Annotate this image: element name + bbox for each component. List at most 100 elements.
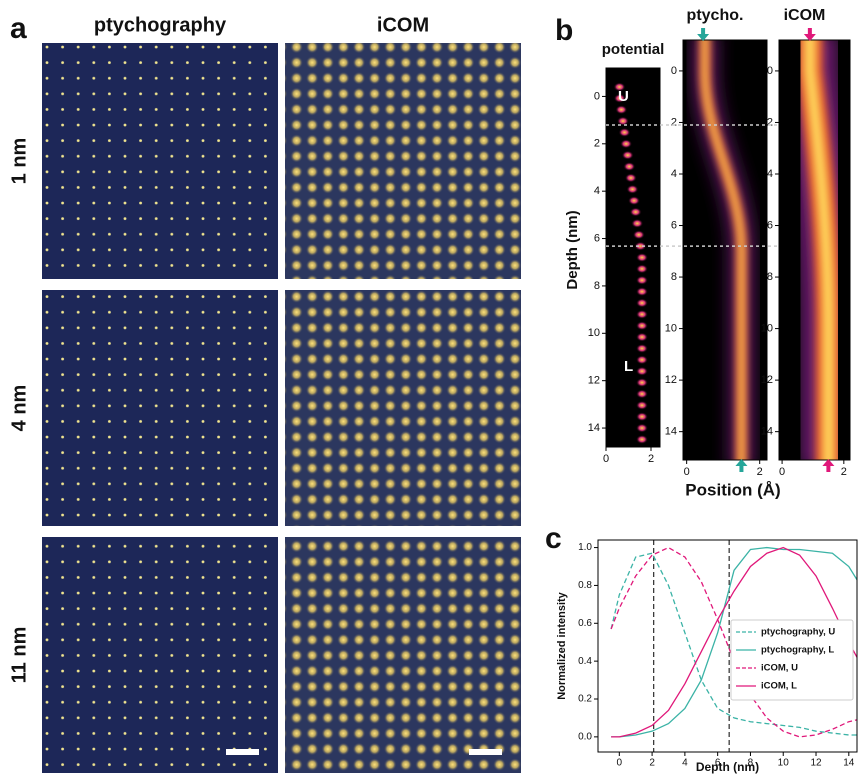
series-line — [610, 546, 858, 738]
atom-column — [632, 230, 645, 240]
intensity-core — [702, 40, 744, 460]
atom-column — [636, 264, 648, 274]
heatmap — [693, 40, 753, 460]
x-tick-label: 14 — [843, 758, 855, 769]
y-tick-label: 6 — [594, 232, 600, 244]
atom-column — [629, 207, 642, 217]
x-tick-label: 8 — [748, 758, 754, 769]
y-tick-label: 2 — [767, 116, 773, 128]
position-arrow — [803, 28, 816, 41]
legend-label: iCOM, L — [761, 681, 797, 692]
position-arrow — [822, 459, 835, 472]
y-tick-label: 12 — [588, 375, 600, 387]
legend-label: iCOM, U — [761, 663, 798, 674]
x-tick-label: 2 — [841, 466, 847, 478]
atom-column — [613, 82, 626, 92]
image-tile — [42, 43, 278, 279]
x-axis-label: Depth (nm) — [696, 760, 759, 774]
y-tick-label: 0 — [594, 90, 600, 102]
y-tick-label: 0.6 — [578, 618, 592, 629]
image-tile — [42, 537, 278, 773]
x-tick-label: 4 — [682, 758, 688, 769]
annotation: L — [624, 358, 633, 375]
y-tick-label: 14 — [761, 426, 773, 438]
y-tick-label: 12 — [761, 374, 773, 386]
atom-column — [636, 309, 648, 319]
position-arrow — [697, 28, 710, 41]
atom-column — [615, 105, 628, 115]
y-tick-label: 1.0 — [578, 542, 592, 553]
y-tick-label: 8 — [767, 271, 773, 283]
row-label: 1 nm — [8, 138, 30, 185]
atom-column — [616, 116, 629, 126]
x-tick-label: 0 — [617, 758, 623, 769]
atom-column — [636, 275, 648, 285]
series-line — [611, 546, 858, 738]
heatmap — [613, 82, 648, 444]
legend-box — [730, 619, 854, 701]
atom-column — [636, 378, 648, 388]
y-tick-label: 0.2 — [578, 694, 592, 705]
strip-title: ptycho. — [687, 7, 744, 24]
legend-label: ptychography, U — [761, 627, 835, 638]
intensity-core — [804, 40, 835, 460]
y-tick-label: 14 — [588, 422, 600, 434]
y-tick-label: 6 — [767, 219, 773, 231]
atom-column — [636, 400, 648, 410]
panel-label: b — [555, 14, 573, 47]
position-arrow — [735, 459, 748, 472]
y-tick-label: 0.4 — [578, 656, 592, 667]
atom-column — [618, 127, 631, 137]
strip-frame — [778, 39, 851, 461]
column-title: iCOM — [377, 14, 429, 36]
x-tick-label: 2 — [649, 758, 655, 769]
panel-label: c — [545, 522, 562, 555]
y-tick-label: 0 — [767, 65, 773, 77]
x-tick-label: 0 — [779, 466, 785, 478]
atom-column — [636, 321, 648, 331]
column-title: ptychography — [94, 14, 227, 36]
atom-column — [613, 93, 626, 103]
atom-column — [636, 423, 648, 433]
x-tick-label: 10 — [778, 758, 790, 769]
y-tick-label: 2 — [594, 138, 600, 150]
atom-column — [636, 389, 648, 399]
series-line — [611, 546, 858, 738]
annotation: U — [618, 88, 629, 105]
y-tick-label: 10 — [588, 327, 600, 339]
y-axis-label: Normalized intensity — [556, 591, 568, 699]
scale-bar — [469, 749, 502, 755]
scale-bar — [226, 749, 259, 755]
y-tick-label: 2 — [671, 116, 677, 128]
y-tick-label: 14 — [665, 426, 677, 438]
heatmap — [781, 40, 850, 460]
y-axis-label: Depth (nm) — [564, 210, 581, 289]
y-tick-label: 4 — [594, 185, 600, 197]
atom-column — [636, 287, 648, 297]
y-tick-label: 0.0 — [578, 731, 592, 742]
atom-column — [636, 332, 648, 342]
atom-column — [623, 162, 636, 172]
atom-column — [636, 298, 648, 308]
atom-column — [636, 343, 648, 353]
y-tick-label: 4 — [767, 168, 773, 180]
atom-column — [626, 184, 639, 194]
atom-column — [624, 173, 637, 183]
x-axis-label: Position (Å) — [685, 480, 780, 499]
legend-label: ptychography, L — [761, 645, 834, 656]
y-tick-label: 12 — [665, 374, 677, 386]
y-tick-label: 0 — [671, 65, 677, 77]
strip-frame — [682, 39, 768, 461]
series-line — [610, 552, 857, 736]
x-tick-label: 2 — [757, 466, 763, 478]
x-tick-label: 2 — [648, 453, 654, 465]
atom-column — [634, 241, 647, 251]
x-tick-label: 0 — [603, 453, 609, 465]
atom-column — [636, 412, 648, 422]
heatmap-background — [683, 40, 767, 460]
panel-label: a — [10, 12, 27, 45]
atom-column — [621, 150, 634, 160]
plot-frame — [597, 539, 858, 753]
